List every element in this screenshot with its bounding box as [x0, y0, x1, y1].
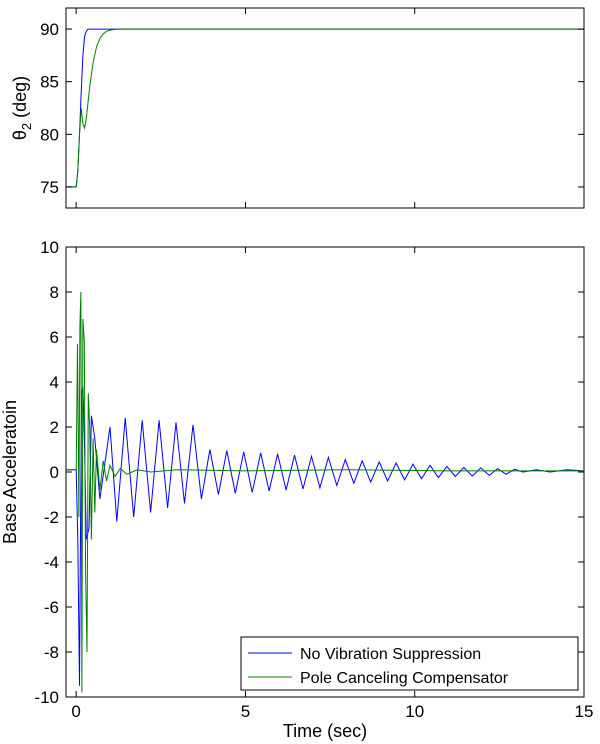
top-y-tick-label: 80: [40, 125, 59, 144]
bottom-panel: -10 -8 -6 -4 -2 0 2 4 6 8 10 0 5 10 15 Base Accelerato…: [0, 238, 593, 741]
legend: No Vibration Suppression Pole Canceling …: [240, 636, 579, 691]
bottom-y-tick-label: 10: [40, 238, 59, 257]
top-y-tick-label: 85: [40, 73, 59, 92]
bottom-y-tick-label: 6: [50, 328, 59, 347]
top-panel: 75 80 85 90 θ2 (deg): [10, 7, 585, 209]
top-y-tick-label: 90: [40, 20, 59, 39]
bottom-x-tick-label: 10: [405, 702, 424, 721]
bottom-series-line-green: [66, 291, 584, 693]
top-series-group: [66, 28, 584, 188]
top-y-label-sub: 2: [19, 123, 34, 130]
bottom-x-tick-label: 15: [575, 702, 594, 721]
bottom-y-tick-label: -8: [44, 643, 59, 662]
bottom-y-tick-label: 2: [50, 418, 59, 437]
legend-label-no-vibration: No Vibration Suppression: [300, 646, 481, 663]
bottom-y-tick-label: -6: [44, 598, 59, 617]
bottom-ticks-group: -10 -8 -6 -4 -2 0 2 4 6 8 10 0 5 10 15: [34, 238, 593, 721]
x-axis-label: Time (sec): [283, 721, 367, 741]
bottom-plot-frame: [65, 246, 585, 698]
top-plot-frame: [65, 7, 585, 209]
bottom-y-axis-label: Base Acceleratoin: [0, 400, 20, 544]
top-y-label-base: θ: [10, 130, 30, 140]
bottom-y-tick-label: 8: [50, 283, 59, 302]
top-series-line-green: [66, 28, 584, 188]
top-y-axis-label: θ2 (deg): [10, 76, 34, 140]
bottom-y-tick-label: -10: [34, 688, 59, 707]
bottom-y-tick-label: 0: [50, 463, 59, 482]
legend-box: [240, 636, 579, 691]
bottom-series-group: [66, 291, 585, 693]
bottom-y-tick-label: -2: [44, 508, 59, 527]
bottom-series-line-blue: [66, 386, 585, 686]
bottom-x-tick-label: 0: [71, 702, 80, 721]
top-ticks-group: 75 80 85 90: [40, 8, 585, 208]
legend-label-pole-canceling: Pole Canceling Compensator: [300, 670, 509, 687]
bottom-x-tick-label: 5: [241, 702, 250, 721]
top-y-label-rest: (deg): [10, 76, 30, 123]
bottom-y-tick-label: 4: [50, 373, 59, 392]
top-y-tick-label: 75: [40, 178, 59, 197]
bottom-y-tick-label: -4: [44, 553, 59, 572]
